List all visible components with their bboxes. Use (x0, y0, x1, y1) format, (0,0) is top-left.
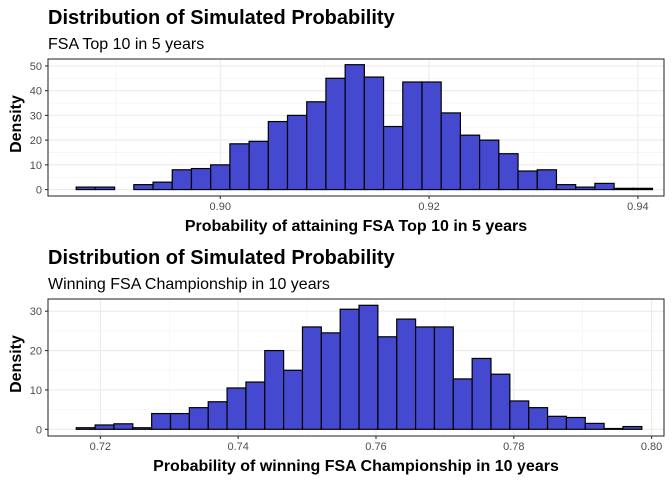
histogram-bar (402, 81, 423, 191)
histogram-bar (210, 164, 231, 191)
y-tick-label: 10 (30, 385, 42, 397)
histogram-bar (325, 77, 346, 191)
histogram-bar (207, 401, 228, 430)
x-tick-label: 0.92 (418, 201, 439, 213)
plot-area (45, 298, 665, 439)
histogram-bar (382, 125, 404, 191)
y-tick-label: 30 (30, 110, 42, 122)
histogram-bar (301, 326, 322, 430)
x-axis-title: Probability of winning FSA Championship … (153, 458, 559, 475)
histogram-bar (546, 415, 568, 430)
histogram-bar (433, 326, 454, 430)
histogram-bar (286, 114, 308, 191)
histogram-bar (509, 400, 530, 430)
histogram-bar (245, 381, 266, 430)
histogram-bar (363, 76, 385, 191)
histogram-bar (306, 101, 327, 191)
histogram-bar (264, 349, 285, 430)
histogram-bar (267, 120, 289, 191)
histogram-bar (358, 304, 379, 430)
histogram-bar (414, 326, 436, 430)
histogram-bar (536, 169, 558, 191)
histogram-bar (377, 336, 398, 430)
histogram-bar (603, 427, 624, 430)
y-tick-label: 10 (30, 160, 42, 172)
histogram-bar (320, 332, 341, 430)
x-tick-label: 0.90 (210, 201, 231, 213)
histogram-bar (479, 139, 500, 191)
histogram-bar (226, 387, 247, 430)
histogram-championship: Distribution of Simulated Probability Wi… (8, 247, 665, 475)
x-tick-label: 0.74 (227, 441, 248, 453)
y-tick-label: 0 (36, 185, 42, 197)
histogram-bar (75, 427, 96, 430)
chart-title: Distribution of Simulated Probability (48, 247, 396, 269)
y-tick-label: 40 (30, 86, 42, 98)
y-tick-label: 50 (30, 61, 42, 73)
y-tick-label: 0 (36, 424, 42, 436)
histogram-bar (94, 424, 115, 430)
plot-border (47, 298, 665, 437)
histogram-bar (132, 427, 153, 430)
histogram-bar (440, 112, 462, 191)
chart-title: Distribution of Simulated Probability (48, 7, 396, 29)
histogram-bar (471, 357, 492, 430)
histogram-bar (396, 318, 417, 430)
histogram-bar (283, 369, 304, 430)
chart-subtitle: Winning FSA Championship in 10 years (48, 276, 330, 293)
histogram-bar (339, 308, 360, 430)
y-tick-label: 20 (30, 135, 42, 147)
histogram-bar (188, 407, 209, 430)
histogram-bar (594, 182, 615, 191)
y-tick-label: 30 (30, 306, 42, 318)
histogram-bar (133, 184, 154, 191)
histogram-bar (171, 169, 193, 191)
histogram-bar (622, 425, 643, 430)
chart-subtitle: FSA Top 10 in 5 years (48, 36, 204, 53)
histogram-bar (75, 186, 97, 191)
y-tick-label: 20 (30, 346, 42, 358)
histogram-bar (632, 187, 654, 191)
y-axis-title: Density (8, 95, 25, 153)
histogram-bar (565, 416, 586, 430)
histogram-bar (152, 181, 173, 191)
x-tick-label: 0.72 (90, 441, 111, 453)
histogram-bar (528, 407, 549, 430)
histogram-bar (169, 412, 190, 430)
plot-area (45, 58, 665, 199)
histogram-bar (421, 81, 442, 191)
histogram-bar (498, 153, 519, 191)
histogram-bar (575, 186, 596, 191)
histogram-bar (344, 64, 365, 191)
histogram-bar (613, 187, 634, 191)
chart-panel-championship: Distribution of Simulated Probability Wi… (0, 240, 672, 480)
histogram-bar (490, 373, 511, 430)
histogram-bar (113, 423, 134, 430)
histogram-top10: Distribution of Simulated Probability FS… (8, 7, 665, 235)
x-tick-label: 0.94 (627, 201, 648, 213)
histogram-bar (555, 184, 577, 191)
histogram-bar (459, 134, 481, 191)
histogram-bar (151, 412, 172, 430)
histogram-bar (584, 422, 605, 430)
x-tick-label: 0.80 (641, 441, 662, 453)
y-axis-title: Density (8, 335, 25, 393)
x-tick-label: 0.76 (365, 441, 386, 453)
histogram-bar (190, 167, 212, 191)
histogram-bar (452, 378, 473, 430)
plot-border (47, 58, 665, 197)
x-axis-title: Probability of attaining FSA Top 10 in 5… (185, 218, 527, 235)
histogram-bar (94, 186, 116, 191)
x-tick-label: 0.78 (503, 441, 524, 453)
chart-panel-top10: Distribution of Simulated Probability FS… (8, 7, 665, 235)
histogram-bar (517, 170, 538, 191)
histogram-bar (229, 143, 250, 191)
histogram-bar (248, 140, 269, 191)
